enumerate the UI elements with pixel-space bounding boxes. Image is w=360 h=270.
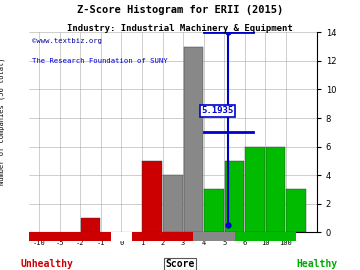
Bar	[184, 47, 203, 232]
Bar	[81, 218, 100, 232]
Text: Unhealthy: Unhealthy	[21, 259, 73, 269]
Bar	[225, 161, 244, 232]
Bar	[287, 189, 306, 232]
Text: 5.1935: 5.1935	[202, 106, 234, 115]
Bar	[204, 189, 224, 232]
Bar	[163, 175, 183, 232]
Text: Number of companies (56 total): Number of companies (56 total)	[0, 58, 5, 185]
Text: ©www.textbiz.org: ©www.textbiz.org	[32, 38, 102, 44]
Bar	[29, 232, 111, 241]
Bar	[193, 232, 234, 241]
Bar	[234, 232, 296, 241]
Text: Z-Score Histogram for ERII (2015): Z-Score Histogram for ERII (2015)	[77, 5, 283, 15]
Bar	[143, 161, 162, 232]
Text: Score: Score	[165, 259, 195, 269]
Text: Industry: Industrial Machinery & Equipment: Industry: Industrial Machinery & Equipme…	[67, 24, 293, 33]
Text: The Research Foundation of SUNY: The Research Foundation of SUNY	[32, 58, 167, 64]
Bar	[245, 147, 265, 232]
Bar	[111, 232, 132, 241]
Text: Healthy: Healthy	[296, 259, 337, 269]
Bar	[266, 147, 285, 232]
Bar	[132, 232, 193, 241]
